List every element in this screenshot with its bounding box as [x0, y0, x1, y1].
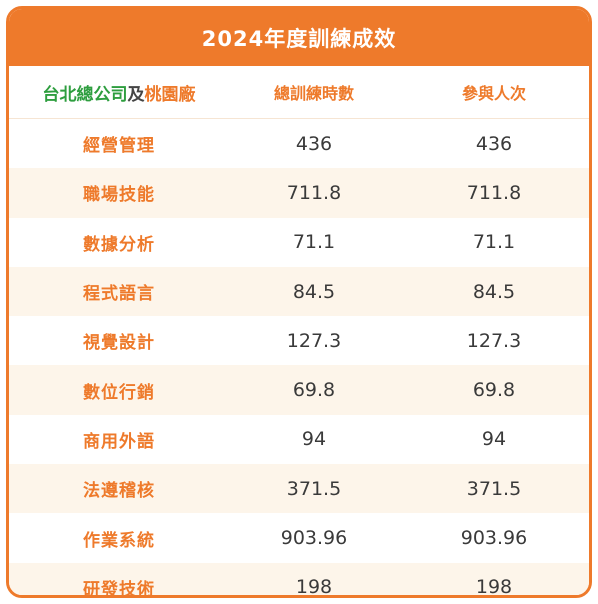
people-cell: 71.1: [472, 231, 516, 254]
table-row: 數據分析 71.1 71.1: [9, 217, 589, 267]
location-header: 台北總公司及桃園廠: [9, 80, 229, 105]
category-cell: 研發技術: [83, 579, 155, 598]
category-cell: 程式語言: [83, 284, 155, 305]
people-cell: 903.96: [460, 527, 528, 550]
people-cell: 84.5: [472, 280, 516, 303]
table-body: 經營管理 436 436 職場技能 711.8 711.8 數據分析 71.1 …: [9, 119, 589, 598]
hours-cell: 69.8: [292, 379, 336, 402]
location-plant: 桃園廠: [144, 84, 196, 105]
people-cell: 127.3: [466, 329, 522, 352]
table-row: 視覺設計 127.3 127.3: [9, 316, 589, 366]
table-title: 2024年度訓練成效: [9, 9, 589, 66]
hours-cell: 84.5: [292, 280, 336, 303]
people-cell: 711.8: [466, 181, 522, 204]
hours-cell: 198: [295, 576, 333, 598]
category-cell: 視覺設計: [83, 333, 155, 354]
category-cell: 作業系統: [83, 530, 155, 551]
hours-cell: 94: [301, 428, 327, 451]
category-cell: 數位行銷: [83, 382, 155, 403]
hours-cell: 711.8: [286, 181, 342, 204]
people-cell: 371.5: [466, 477, 522, 500]
category-cell: 數據分析: [83, 234, 155, 255]
location-hq: 台北總公司: [42, 84, 128, 105]
hours-cell: 371.5: [286, 477, 342, 500]
table-row: 職場技能 711.8 711.8: [9, 168, 589, 218]
people-cell: 94: [481, 428, 507, 451]
hours-cell: 903.96: [280, 527, 348, 550]
hours-cell: 127.3: [286, 329, 342, 352]
category-cell: 職場技能: [83, 185, 155, 206]
category-cell: 法遵稽核: [83, 481, 155, 502]
table-row: 經營管理 436 436: [9, 119, 589, 169]
table-row: 法遵稽核 371.5 371.5: [9, 464, 589, 514]
hours-cell: 436: [295, 132, 333, 155]
table-row: 數位行銷 69.8 69.8: [9, 365, 589, 415]
location-and: 及: [127, 84, 145, 105]
table-row: 商用外語 94 94: [9, 414, 589, 465]
hours-column-header: 總訓練時數: [273, 84, 354, 103]
people-cell: 198: [475, 576, 513, 598]
people-cell: 69.8: [472, 379, 516, 402]
training-table-card: 2024年度訓練成效 台北總公司及桃園廠 總訓練時數 參與人次 經營管理 436…: [6, 6, 592, 598]
people-column-header: 參與人次: [461, 84, 526, 103]
table-row: 作業系統 903.96 903.96: [9, 513, 589, 563]
category-cell: 商用外語: [83, 431, 155, 452]
table-header-row: 台北總公司及桃園廠 總訓練時數 參與人次: [9, 66, 589, 119]
hours-cell: 71.1: [292, 231, 336, 254]
people-cell: 436: [475, 132, 513, 155]
category-cell: 經營管理: [83, 136, 155, 157]
table-row: 程式語言 84.5 84.5: [9, 266, 589, 317]
table-row: 研發技術 198 198: [9, 562, 589, 598]
